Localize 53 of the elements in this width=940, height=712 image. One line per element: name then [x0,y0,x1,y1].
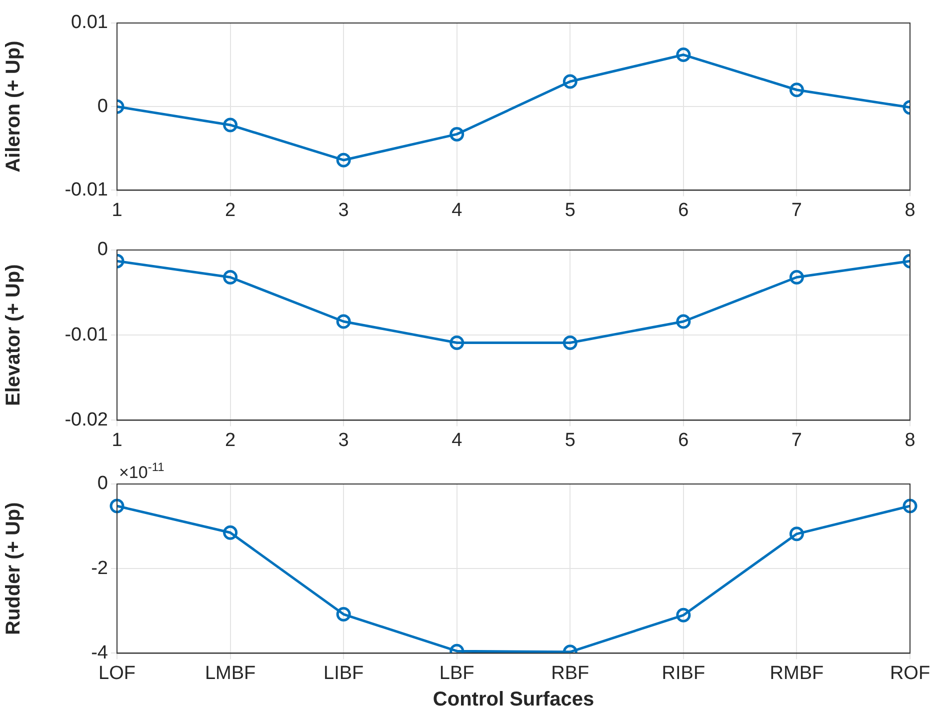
point [902,498,918,514]
x-tick-label: 4 [452,200,463,221]
point [562,74,578,89]
point [450,336,464,350]
y-tick-label: 0 [97,239,108,260]
x-tick-label: 3 [338,430,349,451]
x-tick-label: LBF [439,662,474,684]
y-tick-label: 0.01 [71,12,108,34]
x-tick-label: LMBF [204,662,256,684]
x-tick-label: RMBF [770,662,824,684]
y-axis-title: Aileron (+ Up) [2,40,25,172]
point [789,526,804,542]
x-tick-label: LOF [98,662,136,684]
x-tick-label: RBF [551,662,590,684]
x-tick-label: 2 [224,430,236,451]
point [223,118,238,132]
point [336,314,351,329]
y-axis-title: Rudder (+ Up) [2,502,25,635]
x-tick-label: 6 [678,200,689,221]
x-tick-label: 4 [452,430,463,451]
point [789,82,804,98]
y-tick-label: -0.01 [64,324,108,346]
x-tick-label: 1 [112,430,122,451]
point [223,525,238,540]
point [336,152,351,168]
x-tick-label: 7 [791,430,802,451]
x-tick-label: 8 [904,200,916,221]
point [562,336,578,350]
point [223,270,238,284]
y-tick-label: -4 [91,642,108,664]
point [110,498,124,514]
x-tick-label: LIBF [324,662,364,684]
y-tick-label: -0.02 [64,409,108,430]
x-tick-label: 1 [112,200,122,221]
x-tick-label: 5 [564,430,576,451]
x-tick-label: 2 [224,200,236,221]
y-tick-label: -2 [91,558,108,579]
y-tick-label: 0 [97,96,108,117]
point [789,270,804,284]
x-tick-label: 3 [338,200,349,221]
x-tick-label: 6 [678,430,689,451]
y-tick-label: -0.01 [64,179,108,200]
x-tick-label: ROF [890,662,930,684]
x-tick-label: 7 [791,200,802,221]
point [676,314,691,329]
y-tick-label: 0 [97,473,108,494]
x-tick-label: 5 [564,200,576,221]
y-axis-title: Elevator (+ Up) [2,264,25,406]
x-tick-label: 8 [904,430,916,451]
point [450,126,464,142]
x-tick-label: RIBF [662,662,706,684]
point [676,48,691,62]
x-axis-title: Control Surfaces [432,688,594,711]
